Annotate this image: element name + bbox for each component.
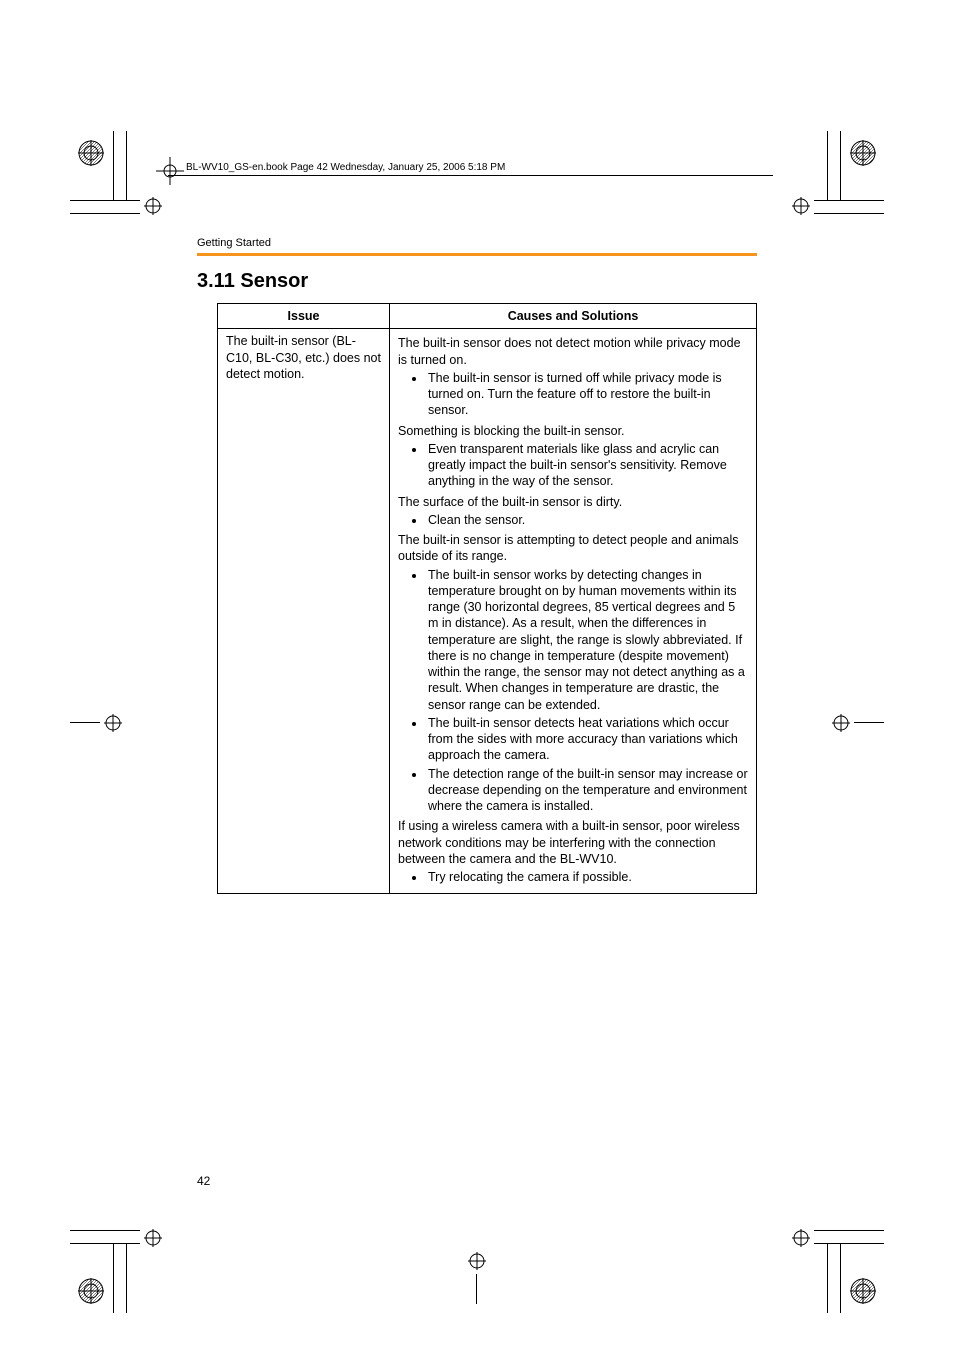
cause-bullet: Even transparent materials like glass an…: [426, 441, 748, 490]
issue-cell: The built-in sensor (BL-C10, BL-C30, etc…: [218, 329, 390, 894]
crop-h: [814, 213, 884, 214]
cause-text: Something is blocking the built-in senso…: [398, 423, 748, 439]
cause-text: The built-in sensor is attempting to det…: [398, 532, 748, 565]
table-row: The built-in sensor (BL-C10, BL-C30, etc…: [218, 329, 757, 894]
crop-v: [840, 1243, 841, 1313]
crop-v: [126, 131, 127, 201]
reg-mark-mb: [468, 1252, 486, 1270]
cause-bullet: The detection range of the built-in sens…: [426, 766, 748, 815]
cause-bullet: The built-in sensor is turned off while …: [426, 370, 748, 419]
crop-v: [827, 1243, 828, 1313]
crop-v: [113, 1243, 114, 1313]
crop-h: [814, 200, 884, 201]
crop-v: [126, 1243, 127, 1313]
crop-v: [827, 131, 828, 201]
header-rule: [168, 175, 773, 176]
cause-text: If using a wireless camera with a built-…: [398, 818, 748, 867]
troubleshoot-table: Issue Causes and Solutions The built-in …: [217, 303, 757, 894]
cause-bullet: Clean the sensor.: [426, 512, 748, 528]
reg-mark-br-small: [792, 1229, 810, 1247]
crop-h: [854, 722, 884, 723]
reg-mark-br: [850, 1278, 876, 1304]
reg-mark-tr: [850, 140, 876, 166]
running-header: BL-WV10_GS-en.book Page 42 Wednesday, Ja…: [186, 162, 505, 173]
reg-mark-bl: [78, 1278, 104, 1304]
crop-h: [70, 213, 140, 214]
crop-h: [70, 1243, 140, 1244]
crop-h: [814, 1243, 884, 1244]
crop-v: [840, 131, 841, 201]
cause-bullet-list: Clean the sensor.: [398, 512, 748, 528]
cause-bullet-list: The built-in sensor works by detecting c…: [398, 567, 748, 815]
reg-mark-ml: [104, 714, 122, 732]
col-header-issue: Issue: [218, 304, 390, 329]
page-content: Getting Started 3.11 Sensor Issue Causes…: [197, 237, 757, 894]
cause-bullet-list: Try relocating the camera if possible.: [398, 869, 748, 885]
page-number: 42: [197, 1174, 210, 1188]
causes-cell: The built-in sensor does not detect moti…: [390, 329, 757, 894]
reg-mark-tl-small: [144, 197, 162, 215]
reg-mark-bl-small: [144, 1229, 162, 1247]
cause-bullet-list: The built-in sensor is turned off while …: [398, 370, 748, 419]
cause-bullet: The built-in sensor works by detecting c…: [426, 567, 748, 713]
crop-h: [70, 722, 100, 723]
reg-mark-tr-small: [792, 197, 810, 215]
accent-bar: [197, 253, 757, 256]
section-label: Getting Started: [197, 237, 757, 249]
cause-bullet: Try relocating the camera if possible.: [426, 869, 748, 885]
reg-mark-tl: [78, 140, 104, 166]
header-corner-mark: [156, 157, 184, 190]
cause-bullet: The built-in sensor detects heat variati…: [426, 715, 748, 764]
crop-v: [476, 1274, 477, 1304]
col-header-causes: Causes and Solutions: [390, 304, 757, 329]
crop-h: [70, 200, 140, 201]
crop-v: [113, 131, 114, 201]
cause-text: The built-in sensor does not detect moti…: [398, 335, 748, 368]
reg-mark-mr: [832, 714, 850, 732]
section-heading: 3.11 Sensor: [197, 270, 757, 293]
crop-h: [70, 1230, 140, 1231]
crop-h: [814, 1230, 884, 1231]
cause-text: The surface of the built-in sensor is di…: [398, 494, 748, 510]
cause-bullet-list: Even transparent materials like glass an…: [398, 441, 748, 490]
